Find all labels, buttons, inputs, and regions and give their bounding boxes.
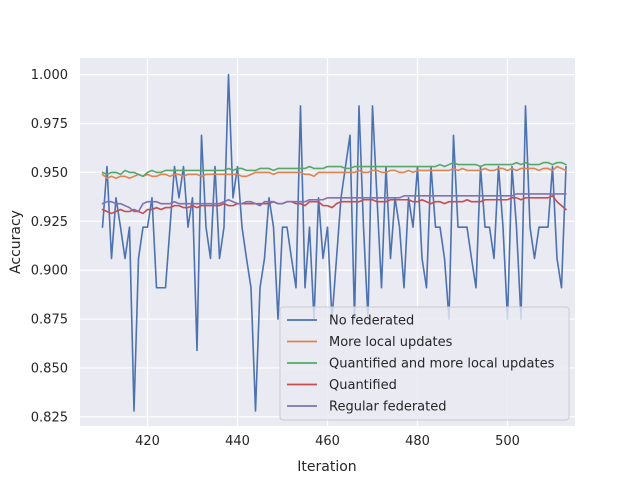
legend-entry: Quantified and more local updates — [329, 357, 555, 372]
y-tick-label: 0.950 — [31, 166, 68, 181]
series-line-3 — [101, 195, 567, 215]
legend-box — [279, 306, 570, 421]
x-tick-label: 420 — [135, 434, 160, 449]
x-tick-label: 440 — [225, 434, 250, 449]
legend-entry: Regular federated — [329, 400, 446, 415]
x-tick-label: 480 — [405, 434, 430, 449]
series-lines — [101, 73, 567, 412]
y-axis-label: Accuracy — [8, 210, 24, 274]
legend-entry: No federated — [329, 314, 414, 329]
series-line-2 — [101, 161, 567, 178]
legend-entry: Quantified — [329, 378, 397, 393]
y-tick-label: 0.875 — [31, 313, 68, 328]
y-tick-label: 1.000 — [31, 68, 68, 83]
x-axis-label: Iteration — [297, 459, 356, 475]
y-tick-labels: 0.825 0.850 0.875 0.900 0.925 0.950 0.975 1.000 — [31, 68, 68, 425]
x-tick-labels: 420 440 460 480 500 — [135, 434, 520, 449]
series-line-0 — [101, 73, 567, 412]
legend: No federated More local updates Quantified… — [279, 306, 570, 421]
series-line-4 — [101, 193, 567, 213]
y-tick-label: 0.925 — [31, 215, 68, 230]
y-tick-label: 0.825 — [31, 410, 68, 425]
series-line-1 — [101, 165, 567, 180]
y-tick-label: 0.900 — [31, 264, 68, 279]
y-tick-label: 0.975 — [31, 117, 68, 132]
legend-entry: More local updates — [329, 335, 453, 350]
y-tick-label: 0.850 — [31, 361, 68, 376]
x-tick-label: 500 — [495, 434, 520, 449]
x-tick-label: 460 — [315, 434, 340, 449]
